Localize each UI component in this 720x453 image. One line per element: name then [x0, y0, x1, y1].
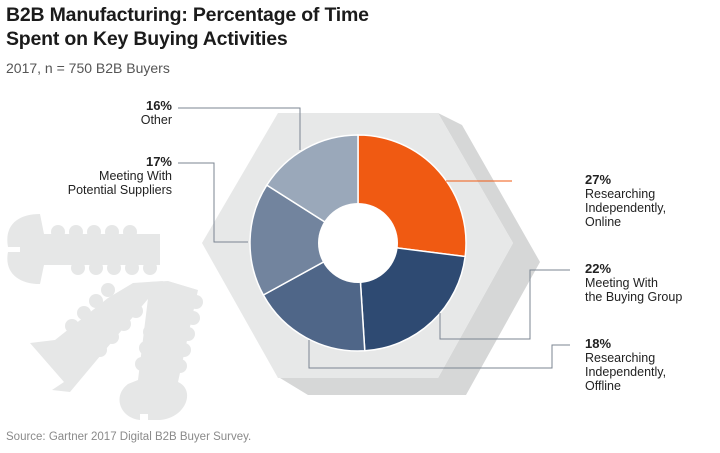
hexagon-shadow: [280, 113, 540, 395]
callout-researching-offline: 18% Researching Independently, Offline: [585, 336, 667, 394]
callout-label: the Buying Group: [585, 290, 683, 304]
callout-researching-online: 27% Researching Independently, Online: [585, 172, 667, 230]
screw-icon: [7, 214, 160, 284]
screws-decoration: [7, 214, 203, 420]
callout-label: Potential Suppliers: [67, 183, 172, 197]
callout-label: Online: [585, 215, 622, 229]
source-note: Source: Gartner 2017 Digital B2B Buyer S…: [6, 431, 252, 443]
slice-meeting-suppliers: [249, 184, 360, 297]
callout-label: Independently,: [585, 365, 667, 379]
screw-icon: [119, 281, 203, 420]
callout-value: 18%: [585, 336, 612, 351]
chart-subtitle: 2017, n = 750 B2B Buyers: [6, 60, 170, 76]
callout-label: Independently,: [585, 201, 667, 215]
leader-lines: [178, 107, 570, 369]
leader-line-offline: [308, 340, 570, 369]
chart-title: B2B Manufacturing: Percentage of Time Sp…: [6, 4, 369, 50]
leader-line-suppliers: [178, 162, 248, 243]
leader-line-buying-group: [439, 269, 570, 340]
callout-meeting-buying-group: 22% Meeting With the Buying Group: [585, 261, 683, 305]
callout-label: Researching: [585, 351, 656, 365]
callout-value: 27%: [585, 172, 612, 187]
callout-value: 16%: [145, 98, 172, 113]
callout-label: Researching: [585, 187, 656, 201]
donut-slices: [249, 134, 467, 352]
callout-label: Offline: [585, 379, 621, 393]
callout-label: Meeting With: [585, 276, 658, 290]
callout-other: 16% Other: [140, 98, 172, 128]
callout-label: Meeting With: [99, 169, 172, 183]
donut-hole: [318, 203, 398, 283]
leader-line-other: [178, 107, 301, 150]
callout-meeting-suppliers: 17% Meeting With Potential Suppliers: [67, 154, 172, 198]
callout-value: 22%: [585, 261, 612, 276]
callout-value: 17%: [145, 154, 172, 169]
screw-icon: [30, 281, 163, 392]
callout-label: Other: [140, 113, 172, 127]
